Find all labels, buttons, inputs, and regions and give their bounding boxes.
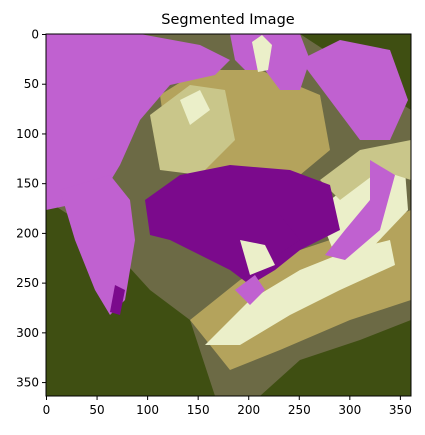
y-axis-ticks: 0 50 100 150 200 250 300 350 [16,27,46,390]
y-tick-label: 150 [16,177,39,191]
x-tick-label: 0 [43,403,51,417]
x-axis-ticks: 0 50 100 150 200 250 300 350 [43,396,412,417]
region-pale-khaki-center [150,85,235,175]
y-tick-label: 300 [16,326,39,340]
x-tick-label: 350 [389,403,412,417]
x-tick-label: 300 [338,403,361,417]
region-dark-olive-bottom-right [260,320,411,396]
y-tick-label: 350 [16,376,39,390]
region-orchid-left-petals [46,34,230,210]
y-tick-label: 0 [31,27,39,41]
region-pale-khaki-right [320,140,411,200]
region-orchid-right-petal [300,40,408,140]
x-tick-label: 250 [288,403,311,417]
segmented-image [46,34,411,396]
region-purple-petal-tip [110,285,125,315]
region-cream-top-petal [252,35,272,72]
x-tick-label: 200 [237,403,260,417]
region-orchid-top-petal [230,34,310,90]
region-cream-spot [180,90,210,125]
region-orchid-curl [325,160,395,260]
region-orchid-drooping-petal [60,175,135,315]
region-orchid-lower-lip [235,275,265,305]
x-tick-label: 100 [136,403,159,417]
region-cream-lower-center [240,240,275,275]
region-cream-stem-highlight [205,240,395,345]
y-tick-label: 100 [16,127,39,141]
y-tick-label: 50 [24,77,39,91]
x-tick-label: 150 [187,403,210,417]
y-tick-label: 250 [16,276,39,290]
axes-frame [45,33,412,397]
figure-title: Segmented Image [161,12,294,28]
x-tick-label: 50 [89,403,104,417]
y-tick-label: 200 [16,226,39,240]
